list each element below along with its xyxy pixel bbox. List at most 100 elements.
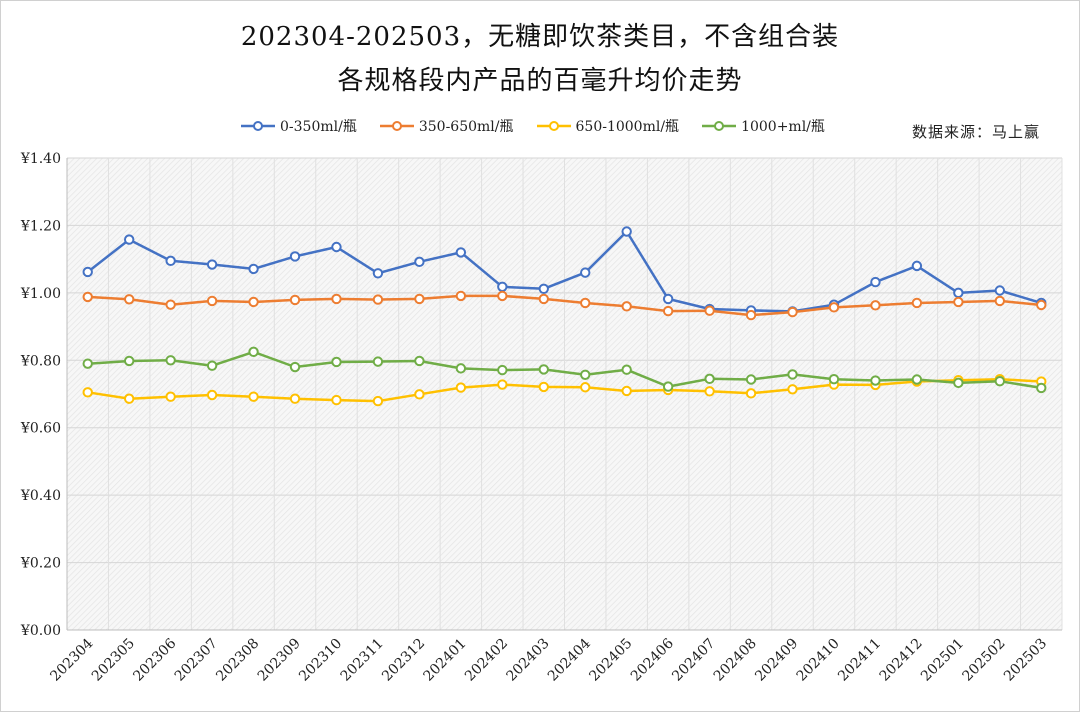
data-point <box>123 355 135 367</box>
legend-label: 350-650ml/瓶 <box>418 119 514 135</box>
data-point <box>206 360 218 371</box>
data-point <box>82 387 93 398</box>
data-point <box>953 377 964 389</box>
x-tick-label: 202308 <box>213 636 262 685</box>
data-point <box>289 361 301 373</box>
data-point <box>289 393 301 404</box>
x-tick-label: 202403 <box>503 636 552 685</box>
series-650-1000ml/瓶 <box>82 373 1047 407</box>
data-point <box>414 256 425 268</box>
grid-lines <box>66 157 1063 631</box>
y-tick-label: ¥0.80 <box>20 353 61 369</box>
data-point <box>828 302 840 313</box>
series-layer <box>82 226 1047 407</box>
series-line <box>87 377 1042 403</box>
data-point <box>621 364 632 375</box>
chart-legend: 0-350ml/瓶 350-650ml/瓶 650-1000ml/瓶 1000+ml/… <box>240 116 847 136</box>
data-point <box>497 364 508 376</box>
data-point <box>621 301 632 312</box>
x-tick-label: 202411 <box>835 636 884 685</box>
data-point <box>745 374 757 385</box>
data-point <box>248 391 259 402</box>
data-point <box>123 234 135 245</box>
legend-item: 650-1000ml/瓶 <box>536 116 680 136</box>
x-tick-label: 202306 <box>130 635 179 684</box>
series-line <box>86 230 1042 313</box>
data-point <box>497 379 508 390</box>
data-point <box>787 369 798 380</box>
legend-marker-icon <box>379 121 414 131</box>
data-point <box>372 294 384 305</box>
x-tick-label: 202402 <box>462 636 511 685</box>
data-point <box>870 276 881 288</box>
data-point <box>123 294 135 305</box>
data-point <box>248 263 259 275</box>
data-point <box>455 290 467 302</box>
data-point <box>1036 299 1047 311</box>
data-point <box>331 293 342 305</box>
legend-marker-icon <box>536 121 571 131</box>
legend-item: 350-650ml/瓶 <box>379 116 514 136</box>
y-tick-label: ¥0.00 <box>20 623 61 639</box>
data-point <box>621 226 632 237</box>
data-point <box>662 305 674 317</box>
x-tick-label: 202404 <box>545 635 594 684</box>
data-point <box>911 297 923 309</box>
legend-item: 1000+ml/瓶 <box>701 116 825 136</box>
data-point <box>206 295 218 307</box>
x-tick-label: 202309 <box>255 636 304 685</box>
data-point <box>787 384 798 395</box>
data-point <box>911 260 923 272</box>
data-point <box>911 374 923 385</box>
y-tick-label: ¥0.40 <box>20 488 61 504</box>
y-tick-label: ¥0.20 <box>20 556 61 572</box>
data-point <box>538 381 549 393</box>
x-tick-label: 202503 <box>1001 636 1050 685</box>
data-point <box>206 389 218 401</box>
series-350-650ml/瓶 <box>82 290 1047 321</box>
data-point <box>745 388 757 399</box>
data-point <box>870 375 881 386</box>
series-1000+ml/瓶 <box>82 346 1047 394</box>
data-point <box>331 241 342 253</box>
data-point <box>704 373 715 385</box>
data-point <box>165 391 176 402</box>
data-point <box>289 251 301 262</box>
y-tick-label: ¥1.20 <box>20 218 61 234</box>
x-tick-label: 202307 <box>172 636 221 685</box>
data-point <box>165 355 176 366</box>
data-point <box>248 346 259 358</box>
data-point <box>538 364 549 375</box>
x-tick-label: 202407 <box>669 636 718 685</box>
data-point <box>497 281 508 292</box>
x-tick-label: 202409 <box>752 636 801 685</box>
data-point <box>414 293 425 305</box>
x-tick-label: 202408 <box>711 636 760 685</box>
data-point <box>165 299 176 310</box>
x-tick-label: 202311 <box>338 636 387 685</box>
data-point <box>994 285 1006 296</box>
data-point <box>331 394 342 406</box>
data-point <box>372 356 384 367</box>
x-tick-label: 202501 <box>918 636 967 685</box>
data-point <box>745 309 757 321</box>
data-point <box>704 305 715 316</box>
legend-marker-icon <box>241 121 275 131</box>
series-0-350ml/瓶 <box>82 226 1047 317</box>
data-point <box>289 294 301 306</box>
legend-label: 650-1000ml/瓶 <box>575 119 680 135</box>
data-point <box>538 283 549 295</box>
data-point <box>372 268 384 279</box>
data-point <box>870 300 881 311</box>
data-point <box>82 291 93 303</box>
x-tick-label: 202305 <box>89 636 138 685</box>
x-tick-label: 202401 <box>421 636 470 685</box>
data-point <box>414 355 425 367</box>
y-tick-label: ¥1.40 <box>20 151 61 167</box>
data-point <box>953 287 964 299</box>
data-point <box>828 373 840 385</box>
legend-label: 1000+ml/瓶 <box>741 119 825 135</box>
data-point <box>621 385 632 397</box>
data-point <box>994 375 1006 387</box>
